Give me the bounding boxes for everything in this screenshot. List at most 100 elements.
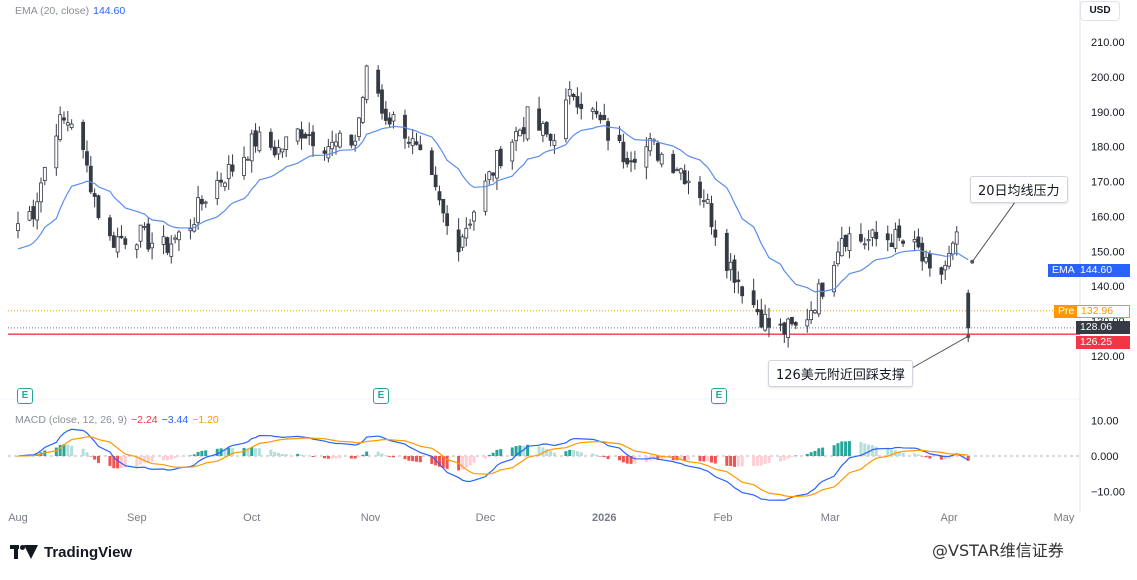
macd-histogram-bar	[552, 452, 556, 456]
candle-body	[460, 236, 465, 248]
macd-histogram-bar	[169, 456, 173, 460]
candle-body	[85, 151, 89, 166]
macd-histogram-bar	[786, 456, 790, 459]
candle-body	[456, 229, 461, 253]
candle-body	[571, 93, 576, 97]
price-tick-label: 190.00	[1091, 107, 1125, 119]
macd-histogram-bar	[886, 448, 890, 456]
x-tick-label: Nov	[361, 512, 381, 524]
macd-histogram-bar	[361, 454, 365, 456]
macd-histogram-bar	[280, 453, 284, 456]
macd-histogram-bar	[196, 451, 200, 456]
macd-histogram-bar	[897, 451, 901, 456]
macd-histogram-bar	[913, 453, 917, 456]
macd-histogram-bar	[844, 441, 848, 456]
tradingview-logo[interactable]: TradingView	[10, 543, 132, 561]
candle-body	[69, 123, 74, 128]
macd-histogram-bar	[277, 452, 281, 456]
candle-body	[280, 148, 285, 153]
ema-line	[17, 125, 969, 293]
macd-histogram-bar	[468, 456, 472, 466]
macd-histogram-bar	[832, 445, 836, 456]
macd-histogram-bar	[16, 456, 20, 457]
candle-body	[575, 96, 580, 108]
candle-body	[889, 242, 894, 248]
candle-body	[123, 238, 128, 245]
candle-body	[81, 121, 86, 150]
support-callout[interactable]: 126美元附近回踩支撑	[768, 360, 913, 387]
candle-body	[671, 154, 676, 173]
candle-body	[383, 108, 388, 121]
macd-histogram-bar	[955, 455, 959, 457]
macd-histogram-bar	[656, 456, 660, 460]
macd-histogram-bar	[518, 445, 522, 456]
resistance-arrow-dot	[970, 259, 975, 264]
macd-histogram-bar	[246, 448, 250, 456]
macd-histogram-bar	[660, 456, 664, 460]
macd-histogram-bar	[537, 446, 541, 456]
macd-histogram-bar	[58, 444, 62, 456]
candle-body	[322, 150, 327, 154]
candle-body	[230, 164, 235, 172]
macd-histogram-bar	[388, 456, 392, 457]
candle-body	[257, 131, 262, 152]
candle-body	[119, 235, 124, 239]
macd-histogram-bar	[920, 456, 924, 457]
candle-body	[947, 252, 951, 267]
candle-body	[108, 217, 112, 237]
candle-body	[196, 197, 200, 223]
macd-histogram-bar	[782, 456, 786, 461]
macd-histogram-bar	[173, 456, 177, 459]
candle-body	[150, 242, 155, 249]
candle-body	[548, 133, 553, 141]
candle-body	[445, 213, 450, 226]
candle-body	[219, 179, 223, 183]
macd-histogram-bar	[916, 454, 920, 456]
resistance-arrow-line	[971, 197, 1019, 263]
x-tick-label: 2026	[592, 512, 616, 524]
earnings-icon-nov[interactable]: E	[373, 388, 389, 404]
macd-histogram-bar	[863, 443, 867, 456]
macd-histogram-bar	[526, 444, 530, 456]
candle-body	[245, 158, 250, 161]
macd-histogram-bar	[568, 449, 572, 456]
resistance-callout[interactable]: 20日均线压力	[970, 176, 1068, 203]
last-tag-value: 128.06	[1080, 321, 1113, 333]
ema-value-tag: 144.60	[1076, 264, 1130, 277]
macd-histogram-bar	[713, 456, 717, 464]
support-arrow-dot	[966, 334, 971, 339]
candle-body	[686, 180, 691, 184]
macd-histogram-bar	[870, 445, 874, 456]
earnings-icon-aug[interactable]: E	[17, 388, 33, 404]
candle-body	[307, 134, 312, 136]
macd-histogram-bar	[625, 456, 629, 464]
candle-body	[253, 130, 258, 147]
macd-line-value: −3.44	[161, 414, 189, 426]
macd-histogram-bar	[790, 456, 794, 457]
macd-histogram-bar	[575, 451, 579, 456]
candle-body	[847, 233, 852, 251]
pre-value-tag: 132.96	[1076, 305, 1130, 318]
ema-legend[interactable]: EMA (20, close) 144.60	[15, 5, 125, 17]
ema-price-tag: EMA	[1048, 264, 1079, 277]
candle-body	[111, 235, 116, 248]
macd-legend[interactable]: MACD (close, 12, 26, 9) −2.24 −3.44 −1.20	[15, 414, 219, 426]
candle-body	[142, 226, 147, 228]
candle-body	[96, 195, 101, 219]
candle-body	[169, 243, 174, 257]
macd-histogram-bar	[227, 447, 231, 456]
macd-histogram-bar	[901, 452, 905, 456]
macd-histogram-bar	[460, 456, 464, 470]
macd-histogram-bar	[495, 449, 499, 456]
macd-histogram-bar	[595, 454, 599, 456]
macd-histogram-bar	[618, 456, 622, 461]
macd-histogram-bar	[755, 456, 759, 466]
earnings-icon-feb[interactable]: E	[711, 388, 727, 404]
candle-body	[414, 141, 419, 145]
price-tick-label: 160.00	[1091, 211, 1125, 223]
macd-histogram-bar	[418, 456, 422, 463]
currency-button[interactable]: USD	[1080, 1, 1120, 21]
candle-body	[701, 200, 706, 202]
candle-body	[203, 201, 208, 204]
